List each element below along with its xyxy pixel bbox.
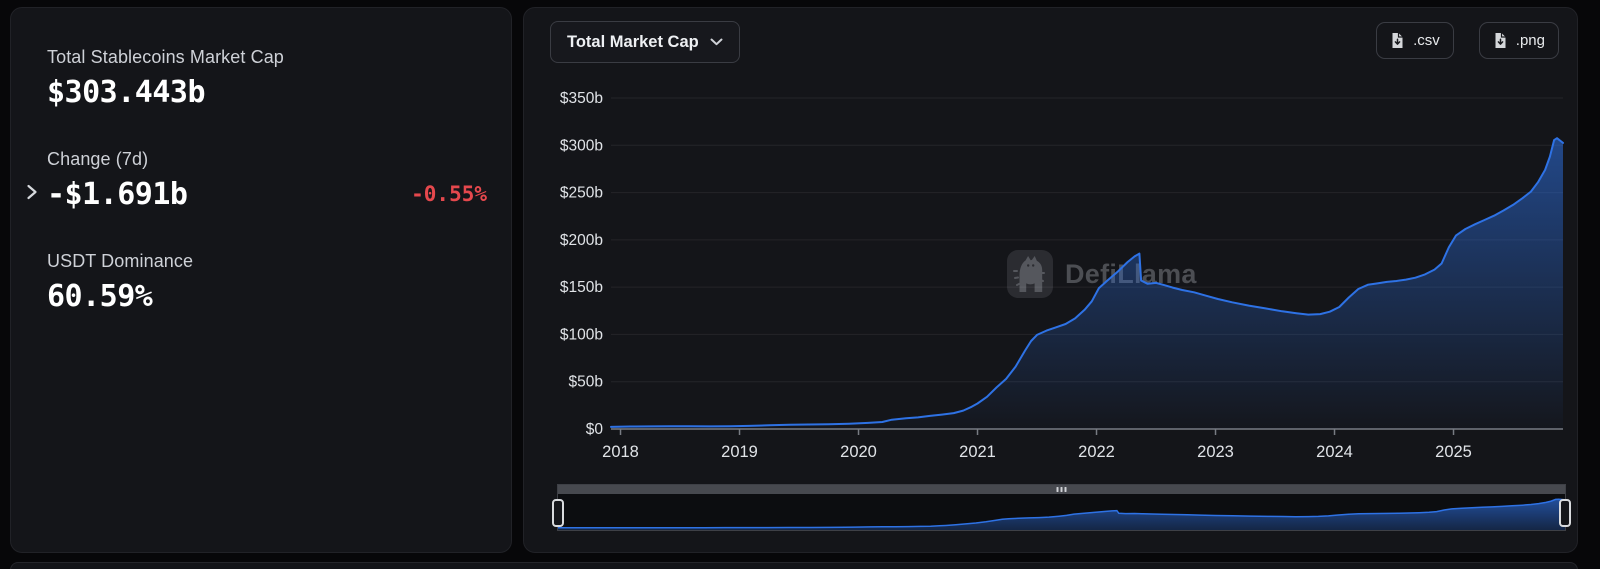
svg-text:$0: $0 [586, 421, 604, 438]
svg-text:2021: 2021 [959, 443, 996, 461]
stat-change-7d: Change (7d) -$1.691b [47, 149, 188, 212]
svg-text:2019: 2019 [721, 443, 758, 461]
svg-text:2022: 2022 [1078, 443, 1115, 461]
usdt-dominance-value: 60.59% [47, 279, 153, 314]
download-png-button[interactable]: .png [1478, 22, 1559, 59]
download-png-label: .png [1515, 32, 1545, 49]
svg-text:2023: 2023 [1197, 443, 1234, 461]
brush-handle-left[interactable] [552, 499, 564, 527]
svg-text:$100b: $100b [560, 326, 603, 343]
export-buttons: .csv .png [1376, 22, 1559, 59]
metric-selector-dropdown[interactable]: Total Market Cap [550, 21, 740, 63]
defillama-logo-icon [1007, 250, 1053, 298]
svg-text:$200b: $200b [560, 232, 603, 249]
stat-usdt-dominance: USDT Dominance 60.59% [47, 251, 193, 314]
svg-text:$250b: $250b [560, 185, 603, 202]
svg-text:2024: 2024 [1316, 443, 1353, 461]
svg-text:2025: 2025 [1435, 443, 1472, 461]
total-market-cap-value: $303.443b [47, 75, 206, 110]
download-csv-label: .csv [1413, 32, 1440, 49]
svg-text:2020: 2020 [840, 443, 877, 461]
download-file-icon [1495, 33, 1506, 48]
change-7d-value: -$1.691b [47, 177, 188, 212]
stats-panel: Total Stablecoins Market Cap $303.443b C… [10, 7, 512, 553]
download-csv-button[interactable]: .csv [1376, 22, 1454, 59]
svg-text:2018: 2018 [602, 443, 639, 461]
change-7d-label: Change (7d) [47, 149, 149, 169]
next-section-edge [10, 562, 1578, 569]
llama-silhouette [1019, 256, 1043, 292]
total-market-cap-label: Total Stablecoins Market Cap [47, 47, 284, 67]
stat-total-market-cap: Total Stablecoins Market Cap $303.443b [47, 47, 284, 110]
brush-handle-right[interactable] [1559, 499, 1571, 527]
svg-text:$50b: $50b [569, 374, 603, 391]
change-7d-percent: -0.55% [411, 182, 487, 206]
usdt-dominance-label: USDT Dominance [47, 251, 194, 271]
svg-text:$300b: $300b [560, 137, 603, 154]
brush-mini-chart[interactable] [558, 485, 1565, 530]
stablecoins-market-cap-chart[interactable]: $0 $50b $100b $150b $200b $250b $300b $350b 2018… [524, 84, 1579, 479]
chart-range-brush[interactable] [552, 484, 1571, 531]
download-file-icon [1392, 33, 1403, 48]
svg-text:$150b: $150b [560, 279, 603, 296]
svg-text:$350b: $350b [560, 90, 603, 107]
chart-panel: Total Market Cap .csv .png [523, 7, 1578, 553]
expand-chevron-icon[interactable] [26, 183, 40, 201]
metric-selector-label: Total Market Cap [567, 32, 699, 51]
chevron-down-icon [710, 38, 723, 46]
